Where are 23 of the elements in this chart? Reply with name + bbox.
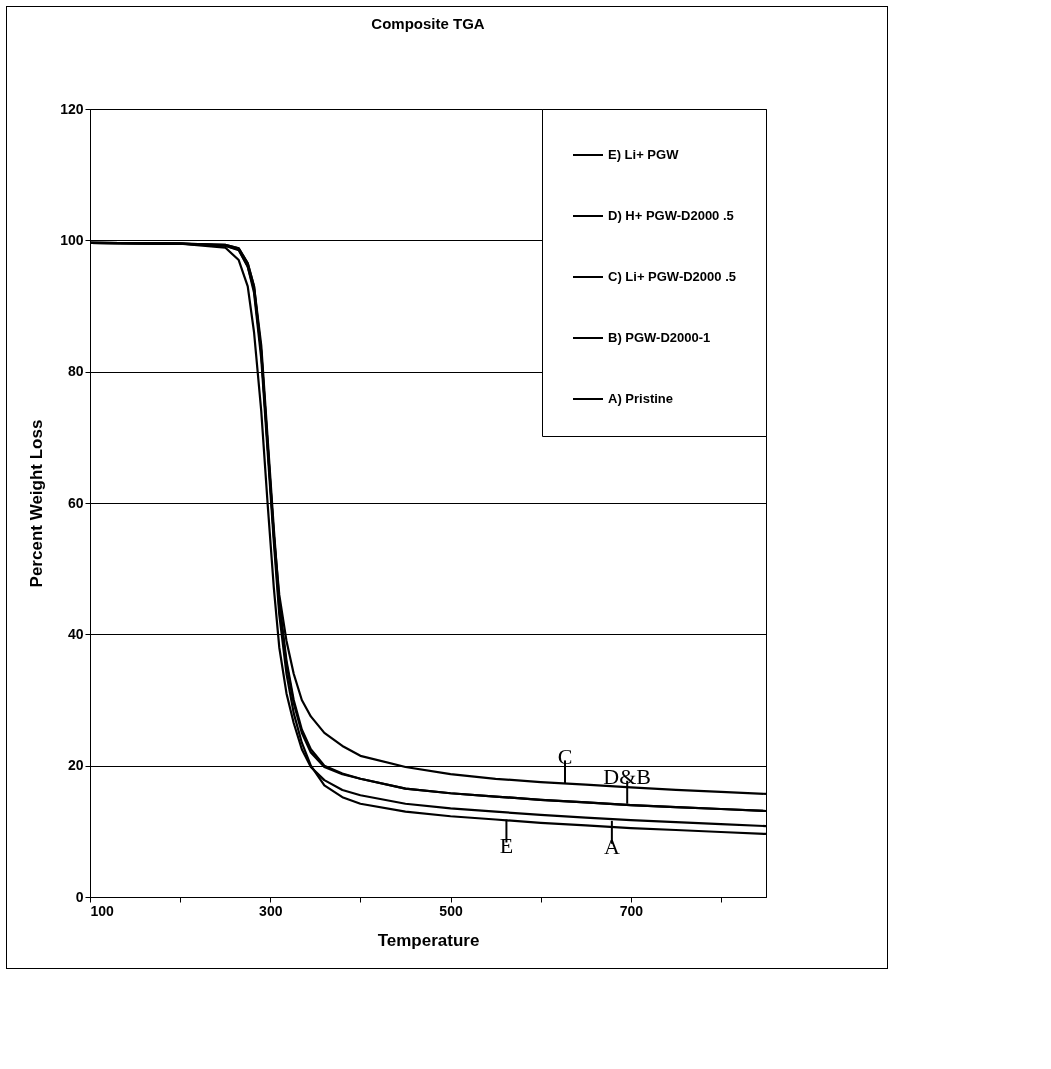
annotation: D&B bbox=[603, 764, 652, 790]
x-tick-label: 100 bbox=[90, 902, 115, 919]
y-tick-label: 40 bbox=[67, 625, 84, 642]
annotation: C bbox=[557, 744, 573, 770]
x-axis-title: Temperature bbox=[377, 930, 480, 950]
legend-label: A) Pristine bbox=[608, 391, 674, 406]
annotation: E bbox=[499, 832, 514, 858]
x-tick-label: 700 bbox=[619, 902, 644, 919]
annotation: A bbox=[603, 834, 620, 860]
y-tick-label: 120 bbox=[60, 100, 84, 117]
y-axis-title: Percent Weight Loss bbox=[27, 419, 47, 588]
legend-label: D) H+ PGW-D2000 .5 bbox=[608, 208, 734, 223]
legend-label: E) Li+ PGW bbox=[608, 147, 680, 162]
y-tick-label: 60 bbox=[67, 494, 84, 511]
y-tick-label: 80 bbox=[67, 363, 84, 380]
y-tick-label: 0 bbox=[75, 888, 84, 905]
legend-label: C) Li+ PGW-D2000 .5 bbox=[608, 269, 736, 284]
x-tick-label: 500 bbox=[439, 902, 463, 919]
chart-title: Composite TGA bbox=[371, 15, 485, 32]
x-tick-label: 300 bbox=[259, 902, 283, 919]
y-tick-label: 20 bbox=[67, 757, 84, 774]
legend-label: B) PGW-D2000-1 bbox=[608, 330, 711, 345]
y-tick-label: 100 bbox=[60, 231, 84, 248]
